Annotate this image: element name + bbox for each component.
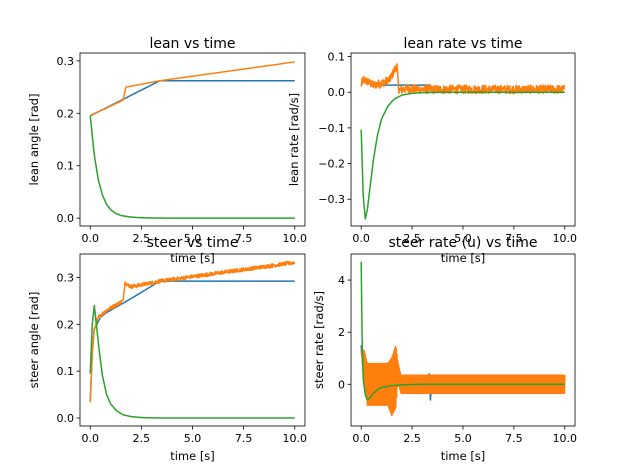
x-tick-label: 0.0 bbox=[81, 432, 99, 445]
x-tick-label: 10.0 bbox=[283, 432, 308, 445]
panel-title: lean rate vs time bbox=[404, 36, 523, 52]
y-tick-label: 0.3 bbox=[57, 271, 75, 284]
series-line-series-3 bbox=[360, 91, 566, 220]
y-axis-label: lean angle [rad] bbox=[27, 94, 41, 186]
series-line-series-2 bbox=[360, 345, 566, 417]
x-axis-label: time [s] bbox=[170, 449, 215, 463]
panel-steer-rate-vs-time: time [s] steer rate [rad/s] 0.0 2.5 5.0 7.5… bbox=[312, 235, 577, 463]
x-tick-label: 10.0 bbox=[553, 232, 578, 245]
panel-title: steer vs time bbox=[147, 235, 239, 251]
panel-lean-rate-vs-time: lean rate vs time time [s] lean rate [ra… bbox=[287, 36, 577, 265]
series-line-series-2 bbox=[89, 260, 296, 403]
panel-lean-vs-time: lean vs time time [s] lean angle [rad] 0… bbox=[27, 36, 307, 265]
y-tick-label: 0.1 bbox=[57, 365, 75, 378]
y-tick-label: 0.0 bbox=[57, 412, 75, 425]
x-tick-label: 10.0 bbox=[283, 232, 308, 245]
y-tick-label: −0.3 bbox=[318, 193, 345, 206]
y-axis-label: lean rate [rad/s] bbox=[287, 93, 301, 186]
y-tick-label: 0.0 bbox=[328, 86, 346, 99]
x-axis-label: time [s] bbox=[170, 251, 215, 265]
x-tick-label: 0.0 bbox=[352, 432, 370, 445]
axes-frame bbox=[350, 52, 576, 227]
series-line-series-3 bbox=[89, 115, 296, 219]
y-tick-label: 0.1 bbox=[57, 160, 75, 173]
series-line-series-2 bbox=[360, 63, 566, 95]
x-tick-label: 7.5 bbox=[235, 232, 253, 245]
y-tick-label: 0 bbox=[338, 378, 345, 391]
y-axis-label: steer rate [rad/s] bbox=[312, 291, 326, 389]
x-tick-label: 2.5 bbox=[133, 232, 151, 245]
x-tick-label: 5.0 bbox=[184, 432, 202, 445]
x-tick-label: 5.0 bbox=[184, 232, 202, 245]
x-tick-label: 10.0 bbox=[553, 432, 578, 445]
x-tick-label: 0.0 bbox=[352, 232, 370, 245]
y-tick-label: 0.2 bbox=[57, 318, 75, 331]
x-tick-label: 5.0 bbox=[454, 432, 472, 445]
x-tick-label: 7.5 bbox=[505, 432, 523, 445]
y-tick-label: 0.0 bbox=[57, 212, 75, 225]
series-line-series-2 bbox=[89, 61, 296, 117]
x-tick-label: 2.5 bbox=[133, 432, 151, 445]
x-tick-label: 7.5 bbox=[235, 432, 253, 445]
y-tick-label: −0.2 bbox=[318, 158, 345, 171]
panel-title: steer rate (u) vs time bbox=[388, 235, 537, 251]
axes-frame bbox=[79, 52, 306, 227]
axes-frame bbox=[79, 253, 306, 427]
series-line-series-3 bbox=[360, 261, 566, 401]
panel-title: lean vs time bbox=[149, 36, 235, 52]
y-tick-label: 0.1 bbox=[328, 51, 346, 64]
y-tick-label: 2 bbox=[338, 326, 345, 339]
y-tick-label: 4 bbox=[338, 274, 345, 287]
series-line-series-1 bbox=[89, 280, 296, 402]
x-tick-label: 0.0 bbox=[81, 232, 99, 245]
y-tick-label: 0.2 bbox=[57, 107, 75, 120]
x-axis-label: time [s] bbox=[441, 251, 486, 265]
x-tick-label: 2.5 bbox=[403, 232, 421, 245]
series-line-series-1 bbox=[89, 80, 296, 117]
x-tick-label: 5.0 bbox=[454, 232, 472, 245]
y-tick-label: −0.1 bbox=[318, 122, 345, 135]
y-axis-label: steer angle [rad] bbox=[27, 292, 41, 389]
y-tick-label: 0.3 bbox=[57, 55, 75, 68]
panel-steer-vs-time: time [s] steer angle [rad] 0.0 2.5 5.0 7.5 1… bbox=[27, 235, 307, 463]
x-axis-label: time [s] bbox=[441, 449, 486, 463]
series-line-series-3 bbox=[89, 304, 296, 419]
x-tick-label: 2.5 bbox=[403, 432, 421, 445]
x-tick-label: 7.5 bbox=[505, 232, 523, 245]
